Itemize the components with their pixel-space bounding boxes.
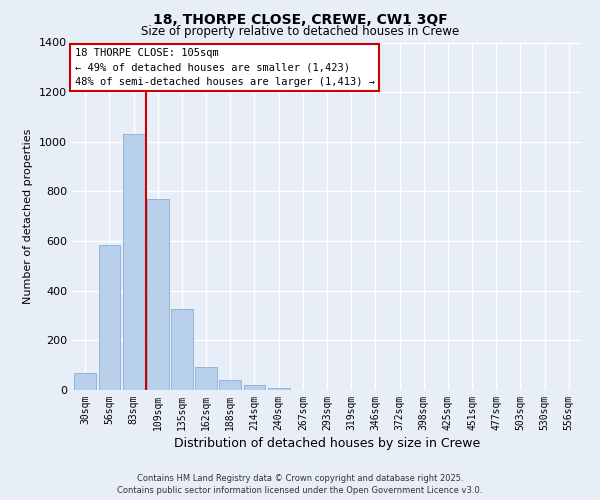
Bar (195, 367, 217, 390)
Text: Size of property relative to detached houses in Crewe: Size of property relative to detached ho… (141, 25, 459, 38)
Text: 18 THORPE CLOSE: 105sqm
← 49% of detached houses are smaller (1,423)
48% of semi: 18 THORPE CLOSE: 105sqm ← 49% of detache… (74, 48, 374, 88)
Bar (268, 388, 290, 390)
Bar (147, 199, 169, 390)
Bar (171, 310, 193, 390)
Bar (74, 374, 96, 390)
Bar (244, 384, 265, 390)
Bar (123, 134, 145, 390)
X-axis label: Distribution of detached houses by size in Crewe: Distribution of detached houses by size … (174, 437, 480, 450)
Y-axis label: Number of detached properties: Number of detached properties (23, 128, 34, 304)
Bar (220, 380, 241, 390)
Bar (98, 245, 121, 390)
Text: Contains HM Land Registry data © Crown copyright and database right 2025.
Contai: Contains HM Land Registry data © Crown c… (118, 474, 482, 495)
Text: 18, THORPE CLOSE, CREWE, CW1 3QF: 18, THORPE CLOSE, CREWE, CW1 3QF (152, 12, 448, 26)
